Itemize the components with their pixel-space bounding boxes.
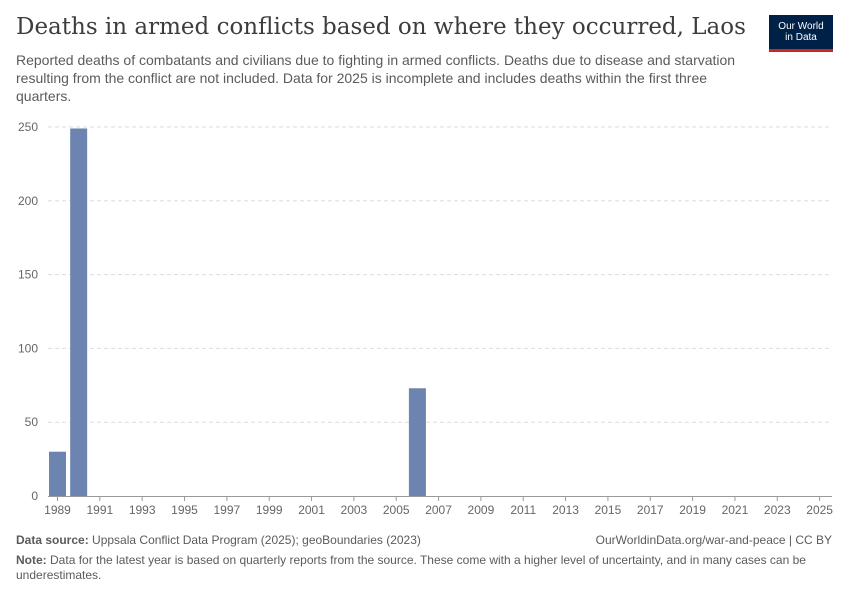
- x-tick-label: 1997: [214, 503, 241, 517]
- x-tick-label: 2005: [383, 503, 410, 517]
- y-tick-label: 100: [18, 341, 38, 355]
- y-tick-label: 50: [25, 415, 39, 429]
- chart-title: Deaths in armed conflicts based on where…: [16, 14, 746, 40]
- logo-line-2: in Data: [785, 32, 817, 43]
- y-tick-label: 200: [18, 194, 38, 208]
- x-tick-label: 2001: [298, 503, 325, 517]
- bar: [408, 388, 426, 496]
- x-tick-label: 2015: [595, 503, 622, 517]
- x-tick-label: 2021: [722, 503, 749, 517]
- note-text: Data for the latest year is based on qua…: [16, 553, 806, 582]
- x-tick-label: 2023: [764, 503, 791, 517]
- y-tick-label: 0: [31, 489, 38, 503]
- x-tick-label: 2017: [637, 503, 664, 517]
- owid-logo[interactable]: Our World in Data: [769, 15, 833, 52]
- bars: [49, 128, 426, 496]
- bar: [70, 128, 88, 496]
- data-source: Data source: Uppsala Conflict Data Progr…: [16, 533, 421, 547]
- note-label: Note:: [16, 553, 47, 567]
- x-tick-label: 2013: [552, 503, 579, 517]
- bar: [49, 451, 66, 496]
- y-tick-label: 150: [18, 268, 38, 282]
- x-tick-label: 2007: [425, 503, 452, 517]
- source-url[interactable]: OurWorldinData.org/war-and-peace | CC BY: [595, 533, 832, 547]
- x-tick-label: 1999: [256, 503, 283, 517]
- grid-lines: [48, 126, 832, 423]
- x-tick-label: 1993: [129, 503, 156, 517]
- x-axis: 1989 1991 1993 1995 1997 1999 2001 2003 2005 2007…: [44, 496, 833, 517]
- y-tick-label: 250: [18, 120, 38, 134]
- chart-subtitle: Reported deaths of combatants and civili…: [16, 52, 736, 104]
- data-source-text[interactable]: Uppsala Conflict Data Program (2025); ge…: [92, 533, 421, 547]
- x-tick-label: 2019: [679, 503, 706, 517]
- x-tick-label: 2009: [468, 503, 495, 517]
- y-axis-labels: 0 50 100 150 200 250: [18, 120, 38, 503]
- x-tick-label: 2003: [341, 503, 368, 517]
- x-tick-label: 2011: [510, 503, 536, 517]
- footer-note: Note: Data for the latest year is based …: [16, 553, 831, 583]
- x-tick-label: 1989: [44, 503, 71, 517]
- x-tick-label: 1995: [171, 503, 198, 517]
- x-tick-label: 2025: [806, 503, 833, 517]
- x-tick-label: 1991: [86, 503, 113, 517]
- logo-line-1: Our World: [778, 21, 824, 32]
- data-source-label: Data source:: [16, 533, 89, 547]
